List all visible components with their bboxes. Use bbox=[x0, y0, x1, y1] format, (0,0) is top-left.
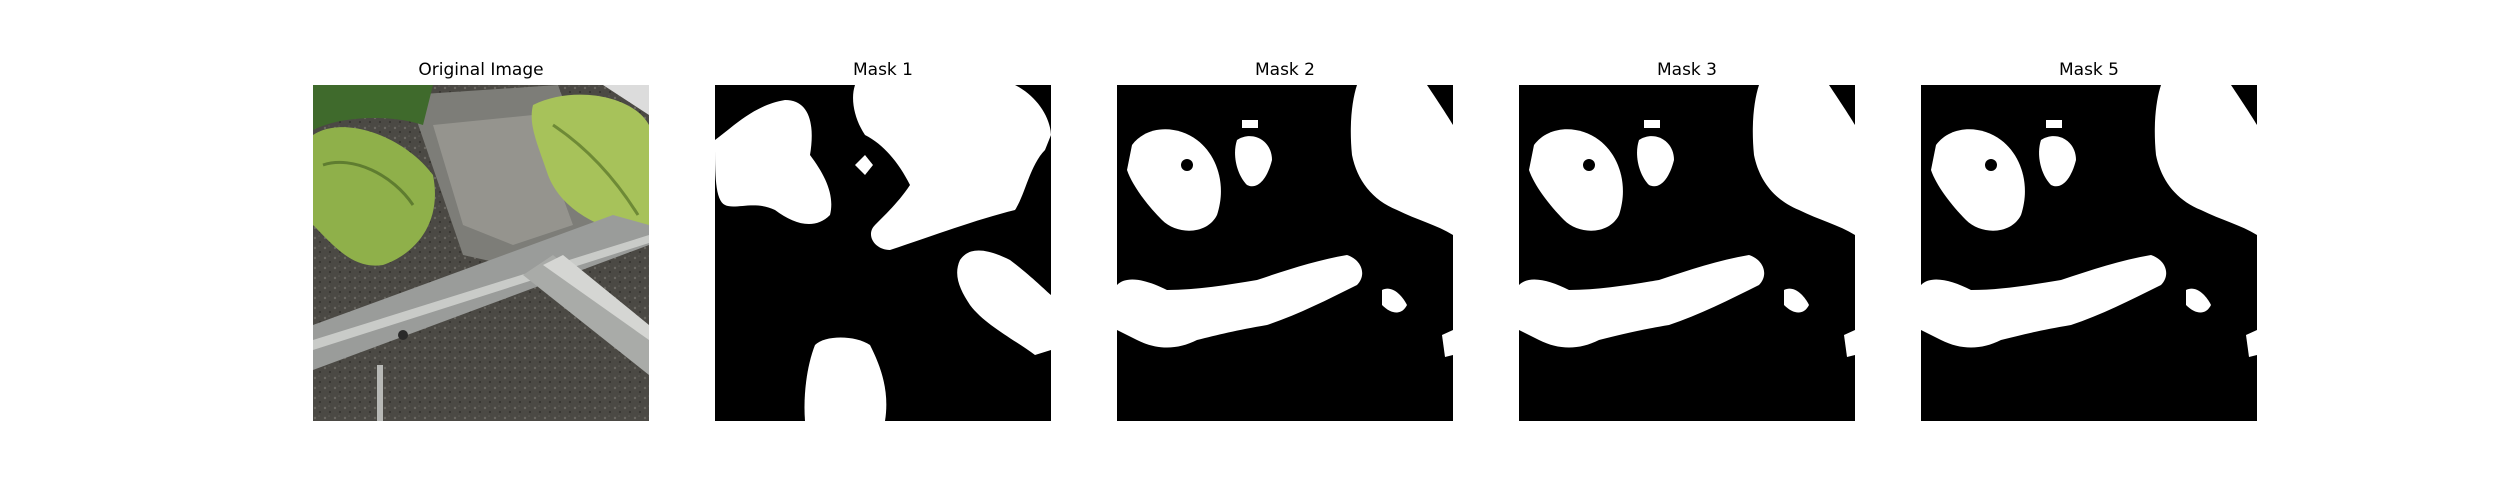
mask-region bbox=[1117, 255, 1363, 348]
panel-title-mask-2: Mask 2 bbox=[1254, 60, 1315, 80]
original-image-svg bbox=[313, 85, 649, 421]
mask-5-image bbox=[1921, 85, 2257, 421]
mask-region bbox=[2154, 85, 2257, 235]
mask-region bbox=[1519, 255, 1765, 348]
panel-title-mask-5: Mask 5 bbox=[2058, 60, 2119, 80]
mask-region bbox=[1529, 129, 1623, 231]
mask-region bbox=[1235, 136, 1272, 187]
panel-title-mask-3: Mask 3 bbox=[1656, 60, 1717, 80]
mask-2-image bbox=[1117, 85, 1453, 421]
mask-region bbox=[1637, 136, 1674, 187]
mask-region bbox=[1752, 85, 1855, 235]
mask-1-svg bbox=[715, 85, 1051, 421]
panel-title-original: Original Image bbox=[418, 60, 544, 80]
panel-title-mask-1: Mask 1 bbox=[852, 60, 913, 80]
mask-region bbox=[853, 85, 1051, 250]
mask-region bbox=[715, 100, 832, 225]
mask-3-image bbox=[1519, 85, 1855, 421]
mask-region bbox=[957, 250, 1051, 355]
mask-3-svg bbox=[1519, 85, 1855, 421]
mask-region bbox=[1350, 85, 1453, 235]
metal-post bbox=[377, 365, 383, 421]
mask-5-svg bbox=[1921, 85, 2257, 421]
mask-2-svg bbox=[1117, 85, 1453, 421]
mask-region bbox=[1921, 255, 2167, 348]
mask-region bbox=[804, 337, 887, 421]
original-image bbox=[313, 85, 649, 421]
leaf-top bbox=[313, 85, 433, 130]
metal-rail-diagonal bbox=[523, 255, 649, 375]
mask-1-image bbox=[715, 85, 1051, 421]
mask-region bbox=[2039, 136, 2076, 187]
mask-region bbox=[1127, 129, 1221, 231]
mask-region bbox=[1931, 129, 2025, 231]
